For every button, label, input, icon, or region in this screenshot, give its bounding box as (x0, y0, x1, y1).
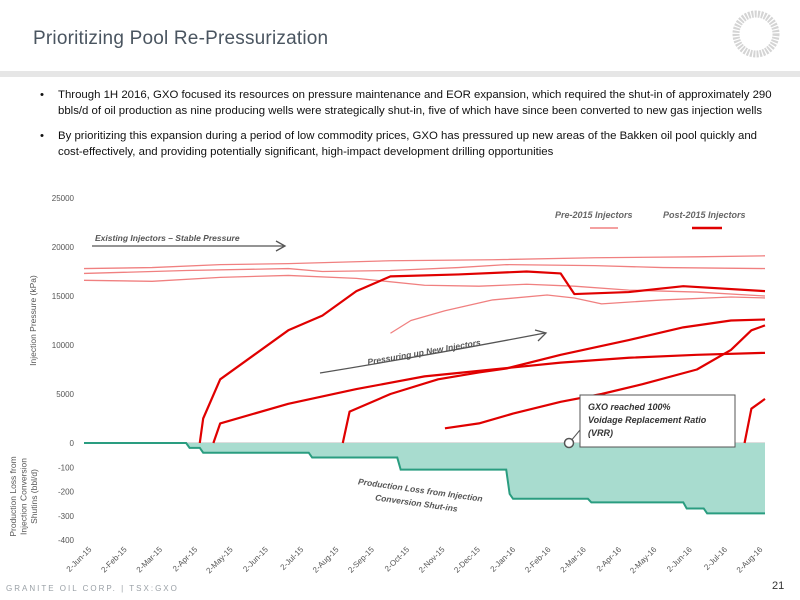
y-axis-label-line: Injection Conversion (19, 458, 29, 535)
vrr-callout-box (579, 394, 736, 448)
pre-2015-injector-line (83, 255, 766, 270)
y-tick-label: 10000 (52, 341, 75, 350)
y-tick-label: -300 (58, 512, 75, 521)
x-tick-label: 2-Aug-15 (311, 545, 341, 575)
post-2015-injector-line (198, 270, 766, 444)
bullet-text: By prioritizing this expansion during a … (58, 130, 757, 158)
y-tick-label: -100 (58, 463, 75, 472)
y-axis-label-line: Shutins (bbl/d) (29, 469, 39, 524)
x-tick-label: 2-May-16 (628, 545, 659, 576)
x-tick-label: 2-Oct-15 (383, 545, 412, 574)
x-tick-label: 2-Jun-15 (65, 545, 94, 574)
x-tick-label: 2-May-15 (204, 545, 235, 576)
y-tick-label: -400 (58, 536, 75, 545)
x-tick-label: 2-Aug-16 (735, 545, 765, 575)
annotation-existing-injectors: Existing Injectors – Stable Pressure (95, 233, 240, 243)
x-tick-label: 2-Nov-15 (417, 545, 447, 575)
bullet-dot: • (40, 130, 44, 142)
post-2015-injector-line (444, 324, 766, 430)
x-tick-label: 2-Jul-15 (279, 545, 306, 572)
x-tick-label: 2-Sep-15 (346, 545, 376, 575)
vrr-marker (563, 437, 575, 449)
x-tick-label: 2-Dec-15 (452, 545, 482, 575)
legend-label-post-2015: Post-2015 Injectors (663, 210, 746, 220)
x-tick-label: 2-Mar-16 (559, 545, 589, 575)
arrow-pressuring-up (319, 332, 546, 374)
x-tick-label: 2-Feb-15 (99, 545, 129, 575)
y-axis-label-production-loss: Production Loss fromInjection Conversion… (8, 456, 39, 536)
footer-company: GRANITE OIL CORP. | TSX:GXO (6, 584, 179, 593)
bullet-list: • Through 1H 2016, GXO focused its resou… (34, 88, 774, 170)
pre-2015-injector-line (83, 274, 766, 297)
x-tick-label: 2-Feb-16 (523, 545, 553, 575)
x-tick-label: 2-Jun-15 (241, 545, 270, 574)
y-axis-label-pressure: Injection Pressure (kPa) (28, 275, 38, 366)
page-number: 21 (772, 580, 785, 592)
legend-label-pre-2015: Pre-2015 Injectors (555, 210, 633, 220)
post-2015-injector-line (212, 351, 766, 444)
pre-2015-injector-line (390, 294, 766, 334)
x-tick-label: 2-Jan-16 (489, 545, 518, 574)
y-tick-label: 0 (70, 439, 75, 448)
production-loss-line (84, 442, 765, 515)
post-2015-injector-line (341, 318, 766, 444)
page-title: Prioritizing Pool Re-Pressurization (33, 28, 329, 49)
x-tick-label: 2-Apr-15 (171, 545, 200, 574)
company-logo-ring (732, 10, 780, 58)
y-tick-label: 5000 (56, 390, 74, 399)
y-tick-label: -200 (58, 488, 75, 497)
bullet-item: • By prioritizing this expansion during … (34, 129, 774, 160)
x-tick-label: 2-Jun-16 (665, 545, 694, 574)
vrr-callout-line-1: GXO reached 100% (588, 402, 671, 412)
y-tick-label: 25000 (52, 194, 75, 203)
bullet-dot: • (40, 89, 44, 101)
y-axis-label-line: Production Loss from (8, 456, 18, 536)
y-tick-label: 20000 (52, 243, 75, 252)
pre-2015-injector-line (83, 263, 766, 275)
title-underline (0, 71, 800, 77)
vrr-callout-line-2: Voidage Replacement Ratio (588, 415, 707, 425)
x-tick-label: 2-Mar-15 (135, 545, 165, 575)
bullet-text: Through 1H 2016, GXO focused its resourc… (58, 89, 772, 117)
y-tick-label: 15000 (52, 292, 75, 301)
vrr-callout-line-3: (VRR) (588, 428, 613, 438)
production-loss-area (84, 443, 765, 514)
x-tick-label: 2-Jul-16 (702, 545, 729, 572)
arrow-head-icon (275, 240, 287, 252)
bullet-item: • Through 1H 2016, GXO focused its resou… (34, 88, 774, 119)
post-2015-injector-line (743, 398, 766, 444)
x-tick-label: 2-Apr-16 (595, 545, 624, 574)
pressure-and-production-chart: 0 5000 10000 15000 20000 25000 -100 -200 -300 -40… (8, 194, 766, 576)
arrow-head-icon (534, 329, 548, 342)
